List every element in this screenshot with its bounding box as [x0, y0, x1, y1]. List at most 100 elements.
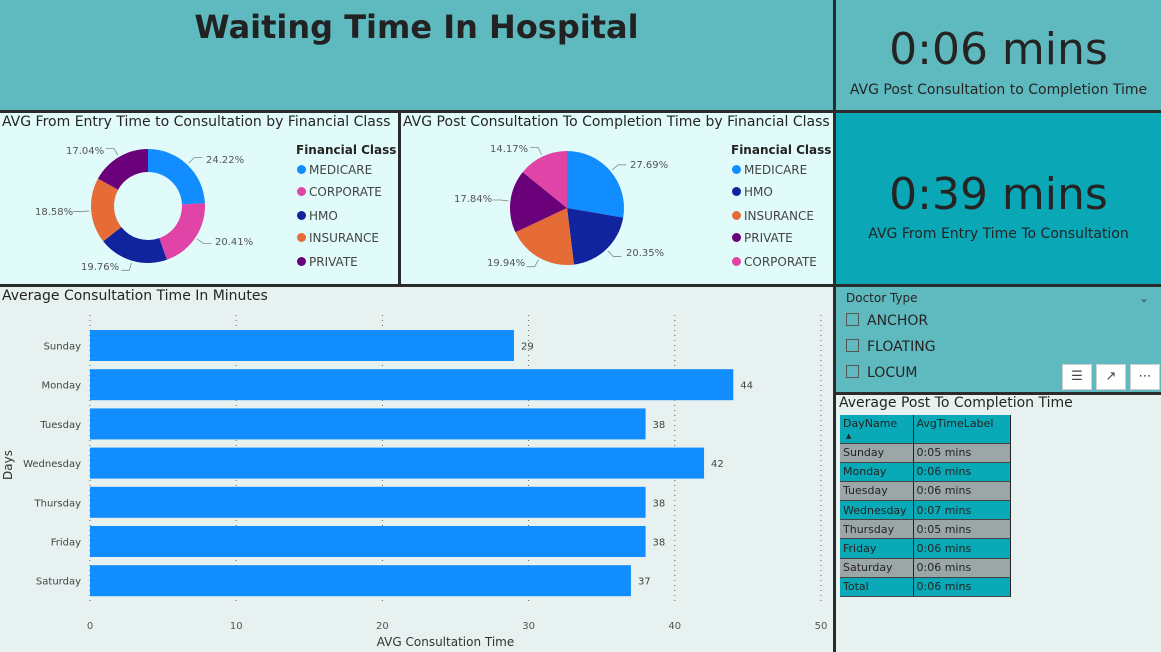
donut-slice-insurance[interactable] — [90, 178, 122, 242]
table-row[interactable]: Saturday 0:06 mins — [840, 558, 1011, 578]
doctor-type-slicer[interactable]: Doctor Type ⌄ ANCHOR FLOATING LOCUM ☰ ↗ … — [836, 287, 1161, 392]
legend-label: HMO — [744, 185, 773, 199]
focus-mode-icon[interactable]: ↗ — [1096, 364, 1126, 390]
kpi-label: AVG Post Consultation to Completion Time — [849, 82, 1148, 98]
kpi-value: 0:39 mins — [889, 169, 1108, 220]
data-label: 38 — [653, 420, 666, 431]
legend-item-corporate[interactable]: CORPORATE — [297, 185, 382, 199]
pie-slice-insurance[interactable] — [515, 208, 574, 265]
donut-slice-hmo[interactable] — [103, 227, 167, 263]
column-header-dayname[interactable]: DayName ▲ — [840, 415, 914, 444]
slicer-option-floating[interactable]: FLOATING — [846, 339, 936, 355]
bar-wednesday[interactable] — [90, 447, 705, 479]
column-header-avgtimelabel[interactable]: AvgTimeLabel — [913, 415, 1011, 444]
legend-item-hmo[interactable]: HMO — [297, 209, 338, 223]
donut-leader-line — [121, 262, 132, 271]
kpi-label: AVG From Entry Time To Consultation — [868, 226, 1129, 242]
kpi-card-entry-consultation[interactable]: 0:39 mins AVG From Entry Time To Consult… — [836, 113, 1161, 284]
pie-chart-panel[interactable]: AVG Post Consultation To Completion Time… — [401, 113, 833, 284]
data-label: 37 — [638, 577, 651, 588]
bar-chart-panel[interactable]: Average Consultation Time In Minutes 0 10… — [0, 287, 833, 652]
legend-dot-icon — [297, 257, 306, 266]
pie-leader-line — [530, 147, 542, 155]
legend-dot-icon — [297, 211, 306, 220]
sort-ascending-icon: ▲ — [846, 432, 852, 440]
legend-item-insurance[interactable]: INSURANCE — [297, 231, 379, 245]
table-cell: Saturday — [840, 558, 914, 578]
bar-tuesday[interactable] — [90, 408, 646, 440]
donut-slice-corporate[interactable] — [159, 203, 206, 260]
bar-thursday[interactable] — [90, 486, 646, 518]
y-tick-label: Tuesday — [39, 420, 81, 431]
slicer-option-locum[interactable]: LOCUM — [846, 365, 917, 381]
legend-item-medicare[interactable]: MEDICARE — [297, 163, 372, 177]
legend-title: Financial Class — [296, 143, 397, 157]
table-row[interactable]: Tuesday 0:06 mins — [840, 481, 1011, 502]
bar-saturday[interactable] — [90, 565, 631, 597]
table-cell: 0:06 mins — [913, 481, 1011, 502]
table-cell: 0:05 mins — [913, 443, 1011, 463]
legend-item-insurance[interactable]: INSURANCE — [732, 209, 814, 223]
checkbox-icon[interactable] — [846, 365, 859, 378]
pie-slice-hmo[interactable] — [567, 208, 624, 265]
table-total-row: Total 0:06 mins — [840, 577, 1011, 598]
table-cell: 0:05 mins — [913, 519, 1011, 540]
table-row[interactable]: Monday 0:06 mins — [840, 462, 1011, 482]
y-axis-label: Days — [1, 450, 15, 480]
pie-chart[interactable] — [401, 113, 833, 284]
legend-item-corporate[interactable]: CORPORATE — [732, 255, 817, 269]
pie-leader-line — [607, 250, 622, 257]
table-cell: Monday — [840, 462, 914, 482]
table-cell: Thursday — [840, 519, 914, 540]
legend-label: CORPORATE — [309, 185, 382, 199]
bar-chart[interactable]: 0 10 20 30 40 50 Sunday 29 Monday 44 Tuesday 38 Wedn… — [0, 287, 833, 652]
table-row[interactable]: Wednesday 0:07 mins — [840, 500, 1011, 521]
post-completion-table[interactable]: DayName ▲ AvgTimeLabel Sunday 0:05 mins Mo… — [840, 415, 1011, 598]
pie-leader-line — [526, 259, 539, 268]
legend-label: PRIVATE — [744, 231, 793, 245]
donut-chart[interactable] — [0, 113, 398, 284]
data-label: 38 — [653, 538, 666, 549]
table-row[interactable]: Friday 0:06 mins — [840, 538, 1011, 559]
y-tick-label: Thursday — [34, 498, 82, 509]
donut-slice-private[interactable] — [97, 149, 148, 190]
pie-slice-corporate[interactable] — [522, 151, 567, 208]
chart-title: AVG From Entry Time to Consultation by F… — [2, 114, 391, 130]
donut-chart-panel[interactable]: AVG From Entry Time to Consultation by F… — [0, 113, 398, 284]
pie-slice-medicare[interactable] — [567, 151, 624, 218]
x-tick-label: 0 — [87, 621, 93, 632]
checkbox-icon[interactable] — [846, 313, 859, 326]
post-completion-table-panel[interactable]: Average Post To Completion Time DayName ▲… — [836, 395, 1161, 652]
bar-monday[interactable] — [90, 369, 734, 401]
donut-leader-line — [196, 238, 212, 244]
legend-item-hmo[interactable]: HMO — [732, 185, 773, 199]
x-tick-label: 30 — [522, 621, 535, 632]
bar-friday[interactable] — [90, 526, 646, 557]
slicer-option-anchor[interactable]: ANCHOR — [846, 313, 928, 329]
pie-slice-private[interactable] — [510, 172, 567, 233]
table-row[interactable]: Sunday 0:05 mins — [840, 443, 1011, 463]
filter-icon[interactable]: ☰ — [1062, 364, 1092, 390]
legend-dot-icon — [297, 233, 306, 242]
kpi-value: 0:06 mins — [889, 24, 1108, 75]
checkbox-icon[interactable] — [846, 339, 859, 352]
legend-label: CORPORATE — [744, 255, 817, 269]
donut-slice-medicare[interactable] — [148, 149, 205, 205]
data-label: 29 — [521, 342, 534, 353]
table-row[interactable]: Thursday 0:05 mins — [840, 519, 1011, 540]
legend-item-medicare[interactable]: MEDICARE — [732, 163, 807, 177]
legend-item-private[interactable]: PRIVATE — [732, 231, 793, 245]
legend-item-private[interactable]: PRIVATE — [297, 255, 358, 269]
kpi-card-post-consultation[interactable]: 0:06 mins AVG Post Consultation to Compl… — [836, 0, 1161, 110]
legend-dot-icon — [732, 187, 741, 196]
table-cell: 0:06 mins — [913, 577, 1011, 598]
legend-dot-icon — [732, 257, 741, 266]
more-options-icon[interactable]: ⋯ — [1130, 364, 1160, 390]
y-tick-label: Wednesday — [23, 459, 81, 470]
slicer-option-label: LOCUM — [867, 365, 918, 381]
legend-label: PRIVATE — [309, 255, 358, 269]
pie-label-private: 17.84% — [454, 194, 493, 205]
chevron-down-icon[interactable]: ⌄ — [1138, 291, 1149, 305]
bar-sunday[interactable] — [90, 330, 514, 361]
data-label: 38 — [653, 498, 666, 509]
